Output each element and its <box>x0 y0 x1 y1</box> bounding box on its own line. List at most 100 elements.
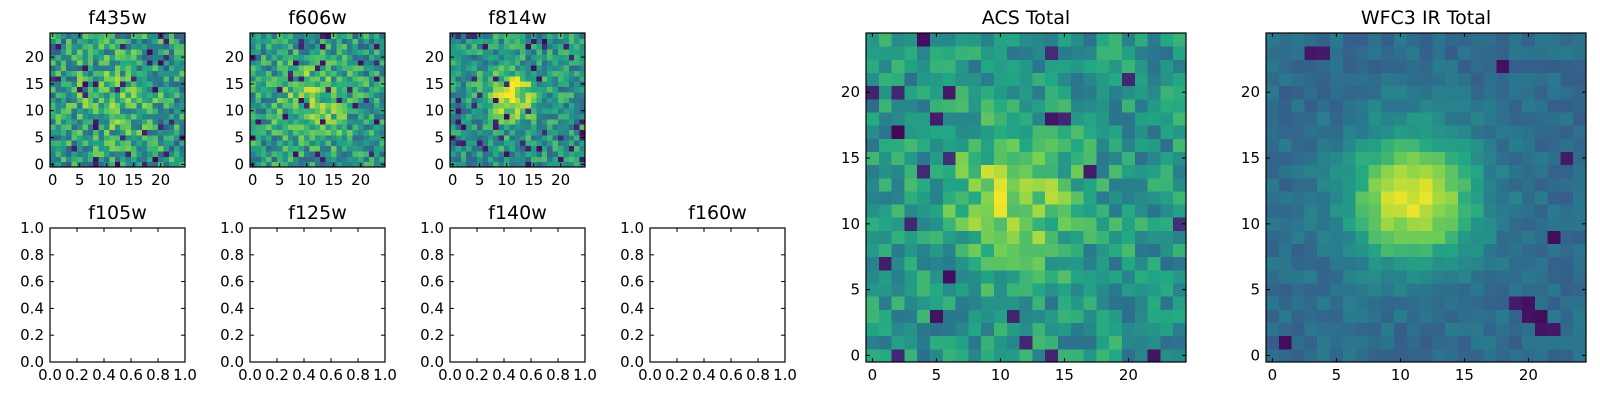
heatmap-cell <box>1291 164 1305 179</box>
heatmap-cell <box>1058 217 1072 231</box>
heatmap-cell <box>525 145 532 152</box>
heatmap-cell <box>298 70 305 77</box>
heatmap-cell <box>504 86 510 93</box>
heatmap-cell <box>1419 256 1433 271</box>
heatmap-cell <box>450 70 456 77</box>
heatmap-cell <box>304 108 310 114</box>
heatmap-cell <box>109 49 116 55</box>
heatmap-cell <box>1160 335 1174 350</box>
heatmap-cell <box>1419 151 1433 166</box>
heatmap-cell <box>304 86 310 93</box>
heatmap-cell <box>374 102 381 109</box>
heatmap-cell <box>1573 33 1587 47</box>
heatmap-cell <box>1122 322 1136 337</box>
heatmap-cell <box>277 86 283 93</box>
heatmap-cell <box>541 129 548 136</box>
heatmap-cell <box>536 140 543 147</box>
heatmap-cell <box>1032 151 1046 166</box>
heatmap-cell <box>71 65 78 72</box>
heatmap-cell <box>293 86 300 93</box>
heatmap-cell <box>1006 217 1021 231</box>
heatmap-cell <box>174 65 181 72</box>
heatmap-cell <box>309 97 316 104</box>
heatmap-cell <box>1006 85 1021 100</box>
heatmap-cell <box>114 150 121 157</box>
heatmap-cell <box>1122 309 1136 324</box>
heatmap-cell <box>579 49 586 55</box>
heatmap-cell <box>1470 269 1485 284</box>
heatmap-cell <box>1509 85 1523 100</box>
heatmap-cell <box>114 59 121 66</box>
heatmap-cell <box>455 54 462 61</box>
heatmap-cell <box>1278 256 1293 271</box>
heatmap-cell <box>878 269 893 284</box>
heatmap-cell <box>1573 296 1587 310</box>
heatmap-cell <box>525 54 532 61</box>
heatmap-cell <box>298 54 305 61</box>
heatmap-cell <box>1122 138 1136 152</box>
heatmap-cell <box>1045 33 1059 47</box>
heatmap-cell <box>1096 230 1110 245</box>
heatmap-cell <box>1147 72 1161 87</box>
heatmap-cell <box>163 43 170 50</box>
y-tick-label: 1.0 <box>420 219 444 237</box>
heatmap-cell <box>66 33 73 39</box>
heatmap-cell <box>1173 190 1187 205</box>
heatmap-cell <box>1419 283 1433 297</box>
heatmap-cell <box>331 70 337 77</box>
heatmap-cell <box>955 217 969 231</box>
heatmap-cell <box>93 75 100 82</box>
heatmap-cell <box>179 145 186 152</box>
heatmap-cell <box>1045 230 1059 245</box>
heatmap-cell <box>563 86 570 93</box>
heatmap-cell <box>1381 243 1395 258</box>
y-tick-label: 15 <box>841 149 860 167</box>
heatmap-cell <box>579 140 586 147</box>
heatmap-cell <box>1291 138 1305 152</box>
heatmap-cell <box>82 113 89 120</box>
heatmap-cell <box>968 151 982 166</box>
heatmap-cell <box>552 150 559 157</box>
heatmap-cell <box>141 97 148 104</box>
heatmap-cell <box>547 97 554 104</box>
heatmap-cell <box>1278 296 1293 310</box>
heatmap-cell <box>347 113 354 120</box>
heatmap-cell <box>131 81 137 88</box>
heatmap-cell <box>358 65 364 72</box>
heatmap-cell <box>1330 98 1344 113</box>
heatmap-cell <box>250 129 256 136</box>
heatmap-cell <box>1304 151 1318 166</box>
heatmap-cell <box>1355 33 1369 47</box>
heatmap-cell <box>331 81 337 88</box>
heatmap-cell <box>352 65 359 72</box>
heatmap-cell <box>374 91 381 98</box>
heatmap-cell <box>930 72 944 87</box>
heatmap-cell <box>1019 190 1033 205</box>
heatmap-cell <box>174 81 181 88</box>
heatmap-cell <box>368 97 375 104</box>
heatmap-cell <box>1278 243 1293 258</box>
heatmap-cell <box>1355 230 1369 245</box>
heatmap-cell <box>158 118 164 125</box>
heatmap-cell <box>552 156 559 163</box>
heatmap-cell <box>1573 322 1587 337</box>
heatmap-cell <box>1032 177 1046 192</box>
heatmap-cell <box>1330 59 1344 73</box>
y-tick-label: 15 <box>225 75 244 93</box>
heatmap-cell <box>1304 138 1318 152</box>
heatmap-cell <box>336 49 343 55</box>
heatmap-cell <box>60 124 67 130</box>
heatmap-cell <box>1406 33 1421 47</box>
heatmap-cell <box>477 97 483 104</box>
heatmap-cell <box>1496 46 1510 60</box>
heatmap-cell <box>125 156 132 163</box>
heatmap-cell <box>1458 98 1472 113</box>
heatmap-cell <box>266 97 273 104</box>
heatmap-cell <box>1006 296 1021 310</box>
heatmap-cell <box>271 150 278 157</box>
heatmap-cell <box>1534 85 1549 100</box>
heatmap-cell <box>314 108 321 114</box>
heatmap-cell <box>309 59 316 66</box>
heatmap-cell <box>466 124 473 130</box>
